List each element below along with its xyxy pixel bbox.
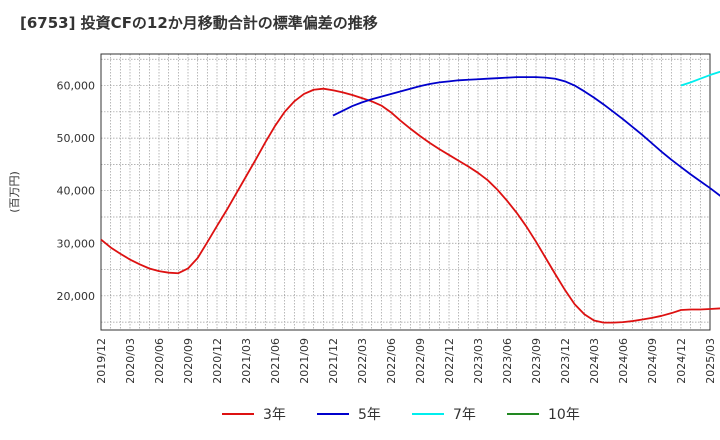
x-tick-label: 2021/06 bbox=[269, 338, 282, 384]
x-tick-label: 2024/09 bbox=[646, 338, 659, 384]
legend: 3年 5年 7年 10年 bbox=[222, 407, 580, 423]
x-tick-label: 2023/03 bbox=[472, 338, 485, 384]
x-tick-label: 2020/03 bbox=[124, 338, 137, 384]
x-tick-label: 2021/09 bbox=[298, 338, 311, 384]
x-tick-label: 2019/12 bbox=[95, 338, 108, 384]
chart-title: [6753] 投資CFの12か月移動合計の標準偏差の推移 bbox=[20, 14, 378, 32]
y-axis-label: (百万円) bbox=[8, 171, 21, 213]
series-line-3年 bbox=[100, 87, 720, 324]
x-tick-label: 2023/06 bbox=[501, 338, 514, 384]
y-tick-label: 60,000 bbox=[57, 80, 96, 93]
legend-label: 5年 bbox=[358, 407, 381, 423]
x-tick-label: 2021/03 bbox=[240, 338, 253, 384]
x-tick-label: 2024/06 bbox=[617, 338, 630, 384]
series-line-5年 bbox=[332, 76, 720, 197]
x-tick-label: 2023/09 bbox=[530, 338, 543, 384]
x-tick-label: 2020/06 bbox=[153, 338, 166, 384]
x-tick-label: 2020/09 bbox=[182, 338, 195, 384]
y-tick-label: 40,000 bbox=[57, 185, 96, 198]
y-tick-label: 50,000 bbox=[57, 132, 96, 145]
x-tick-label: 2020/12 bbox=[211, 338, 224, 384]
legend-label: 10年 bbox=[548, 407, 580, 423]
x-tick-label: 2021/12 bbox=[327, 338, 340, 384]
x-tick-label: 2022/09 bbox=[414, 338, 427, 384]
x-tick-label: 2024/03 bbox=[588, 338, 601, 384]
plot-frame bbox=[100, 53, 711, 331]
plot-area bbox=[101, 54, 710, 330]
legend-label: 3年 bbox=[263, 407, 286, 423]
y-tick-label: 30,000 bbox=[57, 237, 96, 250]
series-line-7年 bbox=[680, 70, 720, 87]
x-tick-label: 2025/03 bbox=[704, 338, 717, 384]
legend-label: 7年 bbox=[453, 407, 476, 423]
x-tick-label: 2022/06 bbox=[385, 338, 398, 384]
y-tick-label: 20,000 bbox=[57, 290, 96, 303]
x-tick-label: 2024/12 bbox=[675, 338, 688, 384]
x-tick-label: 2022/03 bbox=[356, 338, 369, 384]
x-tick-label: 2022/12 bbox=[443, 338, 456, 384]
x-tick-label: 2023/12 bbox=[559, 338, 572, 384]
